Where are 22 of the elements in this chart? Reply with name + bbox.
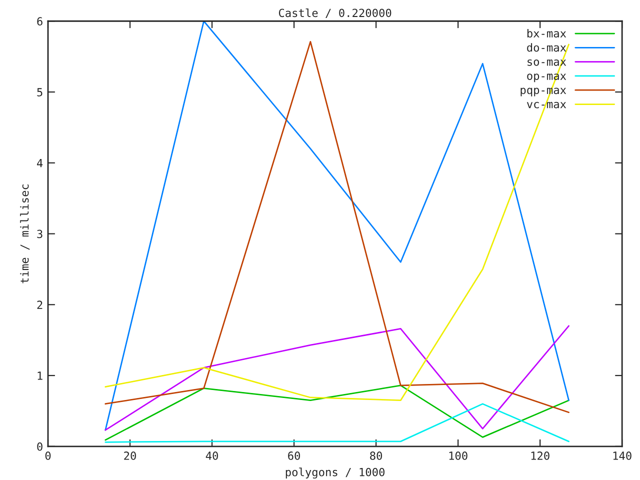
x-tick-label: 60: [288, 452, 300, 460]
y-axis-title: time / millisec: [20, 184, 30, 284]
y-tick-label: 6: [37, 17, 42, 26]
y-tick-label: 5: [37, 88, 42, 96]
y-tick-label: 2: [37, 300, 42, 309]
x-tick-label: 20: [124, 452, 136, 460]
y-tick-label: 0: [37, 442, 42, 451]
line-series: [104, 325, 570, 431]
y-tick-label: 4: [37, 159, 43, 168]
x-tick-label: 120: [531, 452, 550, 460]
x-tick-label: 100: [449, 452, 468, 460]
x-tick-label: 0: [45, 452, 51, 460]
line-series: [104, 384, 570, 441]
legend-label: bx-max: [527, 28, 566, 38]
y-tick-label: 1: [38, 372, 42, 380]
chart-title: Castle / 0.220000: [278, 8, 392, 18]
legend-label: do-max: [527, 43, 566, 52]
x-tick-label: 40: [206, 452, 218, 460]
x-axis-title: polygons / 1000: [286, 468, 384, 479]
y-tick-label: 3: [37, 230, 42, 238]
x-tick-label: 140: [613, 452, 632, 460]
x-tick-label: 80: [370, 452, 382, 460]
